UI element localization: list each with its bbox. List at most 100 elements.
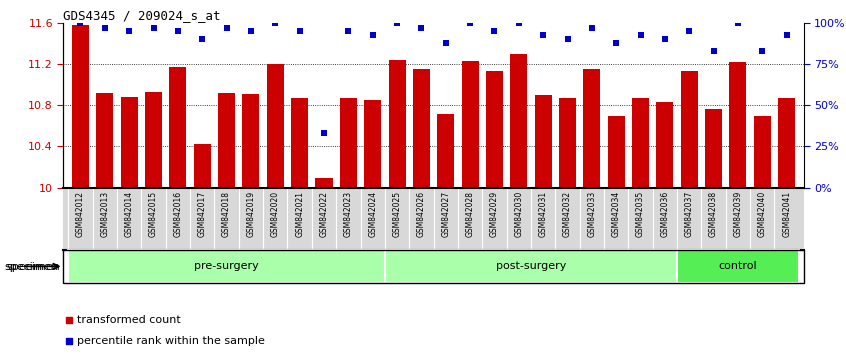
Text: GSM842038: GSM842038 <box>709 191 718 237</box>
Text: GSM842026: GSM842026 <box>417 191 426 237</box>
Text: GSM842014: GSM842014 <box>124 191 134 237</box>
Bar <box>607 116 624 188</box>
Text: specimen: specimen <box>4 262 58 272</box>
Bar <box>486 72 503 188</box>
Point <box>366 32 380 38</box>
Bar <box>364 100 382 188</box>
Bar <box>681 72 698 188</box>
Point <box>317 131 331 136</box>
Bar <box>754 116 771 188</box>
Bar <box>584 69 601 188</box>
Bar <box>437 114 454 188</box>
Bar <box>121 97 138 188</box>
Text: GSM842018: GSM842018 <box>222 191 231 237</box>
Point <box>487 28 501 34</box>
Point <box>634 32 647 38</box>
Text: GSM842020: GSM842020 <box>271 191 280 237</box>
Text: specimen: specimen <box>7 262 61 272</box>
Point <box>98 25 112 31</box>
Text: GSM842028: GSM842028 <box>465 191 475 237</box>
Point <box>293 28 306 34</box>
Text: percentile rank within the sample: percentile rank within the sample <box>77 336 265 346</box>
Text: GSM842029: GSM842029 <box>490 191 499 237</box>
Bar <box>656 102 673 188</box>
Point <box>683 28 696 34</box>
Point <box>658 37 672 42</box>
Point <box>74 20 87 26</box>
Bar <box>705 109 722 188</box>
Text: transformed count: transformed count <box>77 315 180 325</box>
Point <box>512 20 525 26</box>
Text: GSM842023: GSM842023 <box>343 191 353 237</box>
Bar <box>388 60 405 188</box>
Bar <box>145 92 162 188</box>
Bar <box>729 62 746 188</box>
Text: GSM842012: GSM842012 <box>76 191 85 237</box>
Point <box>146 25 160 31</box>
Bar <box>462 61 479 188</box>
Text: GSM842033: GSM842033 <box>587 191 596 237</box>
Text: GSM842013: GSM842013 <box>101 191 109 237</box>
Text: GSM842022: GSM842022 <box>320 191 328 237</box>
Point <box>561 37 574 42</box>
Point <box>755 48 769 54</box>
Point <box>415 25 428 31</box>
Text: GSM842041: GSM842041 <box>783 191 791 237</box>
Bar <box>266 64 283 188</box>
Text: GSM842017: GSM842017 <box>198 191 206 237</box>
Text: GSM842035: GSM842035 <box>636 191 645 237</box>
Bar <box>559 98 576 188</box>
Text: GSM842021: GSM842021 <box>295 191 305 237</box>
Text: GSM842032: GSM842032 <box>563 191 572 237</box>
Text: control: control <box>718 261 757 272</box>
Text: GSM842019: GSM842019 <box>246 191 255 237</box>
Point <box>123 28 136 34</box>
Bar <box>218 93 235 188</box>
Point <box>220 25 233 31</box>
Point <box>195 37 209 42</box>
Point <box>244 28 258 34</box>
Text: GSM842037: GSM842037 <box>684 191 694 237</box>
Bar <box>677 250 799 283</box>
Bar <box>169 67 186 188</box>
Text: GSM842027: GSM842027 <box>442 191 450 237</box>
Bar <box>194 144 211 188</box>
Point <box>464 20 477 26</box>
Text: GSM842024: GSM842024 <box>368 191 377 237</box>
Text: GSM842016: GSM842016 <box>173 191 183 237</box>
Point <box>268 20 282 26</box>
Text: GSM842039: GSM842039 <box>733 191 743 237</box>
Bar <box>778 98 795 188</box>
Bar <box>535 95 552 188</box>
Point <box>609 40 623 46</box>
Text: GSM842040: GSM842040 <box>758 191 766 237</box>
Text: GSM842036: GSM842036 <box>661 191 669 237</box>
Bar <box>69 250 385 283</box>
Bar <box>316 178 332 188</box>
Point <box>342 28 355 34</box>
Text: GSM842030: GSM842030 <box>514 191 524 237</box>
Point <box>780 32 794 38</box>
Text: post-surgery: post-surgery <box>496 261 566 272</box>
Point <box>481 48 494 54</box>
Point <box>481 241 494 247</box>
Point <box>731 20 744 26</box>
Text: GSM842015: GSM842015 <box>149 191 158 237</box>
Point <box>585 25 599 31</box>
Bar <box>385 250 677 283</box>
Bar <box>510 54 527 188</box>
Bar <box>413 69 430 188</box>
Point <box>390 20 404 26</box>
Bar <box>340 98 357 188</box>
Text: GSM842034: GSM842034 <box>612 191 621 237</box>
Bar <box>72 25 89 188</box>
Text: GDS4345 / 209024_s_at: GDS4345 / 209024_s_at <box>63 9 221 22</box>
Point <box>707 48 721 54</box>
Text: GSM842025: GSM842025 <box>393 191 402 237</box>
Point <box>171 28 184 34</box>
Bar <box>291 98 308 188</box>
Point <box>536 32 550 38</box>
Point <box>439 40 453 46</box>
Bar <box>243 94 260 188</box>
Text: GSM842031: GSM842031 <box>539 191 547 237</box>
